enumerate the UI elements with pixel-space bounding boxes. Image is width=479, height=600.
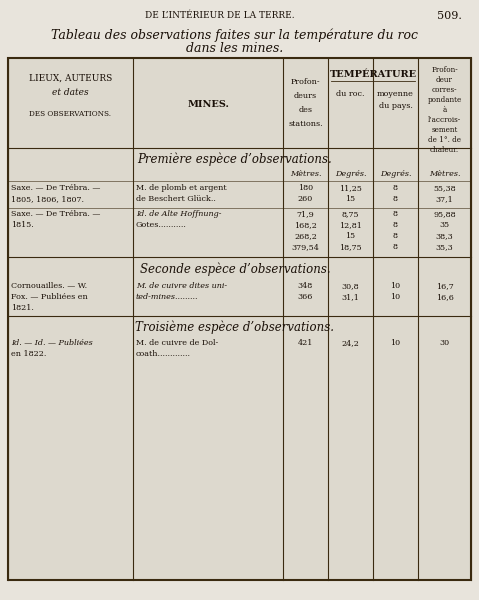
Text: 35,3: 35,3 xyxy=(435,243,454,251)
Text: 12,81: 12,81 xyxy=(339,221,362,229)
Text: 268,2: 268,2 xyxy=(294,232,317,240)
Text: ted-mines.........: ted-mines......... xyxy=(136,293,198,301)
Text: à: à xyxy=(443,106,446,114)
Text: 180: 180 xyxy=(298,184,313,192)
Text: corres-: corres- xyxy=(432,86,457,94)
Text: 11,25: 11,25 xyxy=(339,184,362,192)
Text: 8: 8 xyxy=(393,184,398,192)
Text: 509.: 509. xyxy=(437,11,462,21)
Text: 30,8: 30,8 xyxy=(342,282,359,290)
Text: Fox. — Publiées en: Fox. — Publiées en xyxy=(11,293,88,301)
Text: 366: 366 xyxy=(298,293,313,301)
Text: Gotes...........: Gotes........... xyxy=(136,221,187,229)
Text: coath.............: coath............. xyxy=(136,350,191,358)
Text: pondante: pondante xyxy=(427,96,462,104)
Text: Saxe. — De Trébra. —: Saxe. — De Trébra. — xyxy=(11,184,101,192)
Text: 10: 10 xyxy=(390,339,400,347)
Text: 15: 15 xyxy=(345,195,355,203)
Text: Id. — Id. — Publiées: Id. — Id. — Publiées xyxy=(11,339,93,347)
Text: 15: 15 xyxy=(345,232,355,240)
Text: 8,75: 8,75 xyxy=(342,210,359,218)
Text: 8: 8 xyxy=(393,232,398,240)
Text: M. de cuivre dites uni-: M. de cuivre dites uni- xyxy=(136,282,227,290)
Bar xyxy=(8,58,471,580)
Text: TEMPÉRATURE: TEMPÉRATURE xyxy=(330,70,417,79)
Text: Cornouailles. — W.: Cornouailles. — W. xyxy=(11,282,87,290)
Text: 31,1: 31,1 xyxy=(342,293,359,301)
Text: 348: 348 xyxy=(298,282,313,290)
Text: Degrés.: Degrés. xyxy=(380,170,411,178)
Text: 10: 10 xyxy=(390,293,400,301)
Text: 168,2: 168,2 xyxy=(294,221,317,229)
Text: 1821.: 1821. xyxy=(11,304,34,312)
Text: et dates: et dates xyxy=(52,88,89,97)
Text: du pays.: du pays. xyxy=(378,102,412,110)
Text: chaleur.: chaleur. xyxy=(430,146,459,154)
Text: 95,88: 95,88 xyxy=(433,210,456,218)
Text: Profon-: Profon- xyxy=(291,78,320,86)
Text: 8: 8 xyxy=(393,195,398,203)
Text: l’accrois-: l’accrois- xyxy=(428,116,461,124)
Text: M. de plomb et argent: M. de plomb et argent xyxy=(136,184,227,192)
Text: moyenne: moyenne xyxy=(377,90,414,98)
Text: 10: 10 xyxy=(390,282,400,290)
Text: de 1°. de: de 1°. de xyxy=(428,136,461,144)
Text: 16,7: 16,7 xyxy=(435,282,454,290)
Text: de Beschert Glück..: de Beschert Glück.. xyxy=(136,195,216,203)
Text: DE L’INTÉRIEUR DE LA TERRE.: DE L’INTÉRIEUR DE LA TERRE. xyxy=(145,11,295,20)
Text: Première espèce d’observations.: Première espèce d’observations. xyxy=(137,153,332,166)
Text: Seconde espèce d’observations.: Seconde espèce d’observations. xyxy=(140,262,331,275)
Text: 38,3: 38,3 xyxy=(435,232,454,240)
Text: Saxe. — De Trébra. —: Saxe. — De Trébra. — xyxy=(11,210,101,218)
Text: deur: deur xyxy=(436,76,453,84)
Text: 8: 8 xyxy=(393,221,398,229)
Text: stations.: stations. xyxy=(288,120,323,128)
Text: du roc.: du roc. xyxy=(336,90,365,98)
Text: 18,75: 18,75 xyxy=(339,243,362,251)
Text: Mètres.: Mètres. xyxy=(290,170,321,178)
Text: Mètres.: Mètres. xyxy=(429,170,460,178)
Text: 260: 260 xyxy=(298,195,313,203)
Text: M. de cuivre de Dol-: M. de cuivre de Dol- xyxy=(136,339,218,347)
Text: 30: 30 xyxy=(439,339,450,347)
Text: Profon-: Profon- xyxy=(431,66,458,74)
Text: LIEUX, AUTEURS: LIEUX, AUTEURS xyxy=(29,74,112,83)
Text: 16,6: 16,6 xyxy=(435,293,454,301)
Text: Id. de Alte Hoffnung-: Id. de Alte Hoffnung- xyxy=(136,210,221,218)
Text: Degrés.: Degrés. xyxy=(335,170,366,178)
Text: 35: 35 xyxy=(439,221,450,229)
Text: 71,9: 71,9 xyxy=(297,210,314,218)
Text: dans les mines.: dans les mines. xyxy=(186,42,284,55)
Text: 37,1: 37,1 xyxy=(435,195,454,203)
Text: en 1822.: en 1822. xyxy=(11,350,46,358)
Text: 8: 8 xyxy=(393,243,398,251)
Text: Tableau des observations faites sur la température du roc: Tableau des observations faites sur la t… xyxy=(52,28,419,41)
Text: 8: 8 xyxy=(393,210,398,218)
Text: 1815.: 1815. xyxy=(11,221,34,229)
Text: des: des xyxy=(298,106,312,114)
Text: 24,2: 24,2 xyxy=(342,339,359,347)
Text: 421: 421 xyxy=(298,339,313,347)
Text: 55,38: 55,38 xyxy=(433,184,456,192)
Text: MINES.: MINES. xyxy=(187,100,229,109)
Text: Troisième espèce d’observations.: Troisième espèce d’observations. xyxy=(136,321,334,335)
Text: deurs: deurs xyxy=(294,92,317,100)
Text: 379,54: 379,54 xyxy=(292,243,319,251)
Text: 1805, 1806, 1807.: 1805, 1806, 1807. xyxy=(11,195,84,203)
Text: sement: sement xyxy=(431,126,458,134)
Text: DES OBSERVATIONS.: DES OBSERVATIONS. xyxy=(30,110,112,118)
